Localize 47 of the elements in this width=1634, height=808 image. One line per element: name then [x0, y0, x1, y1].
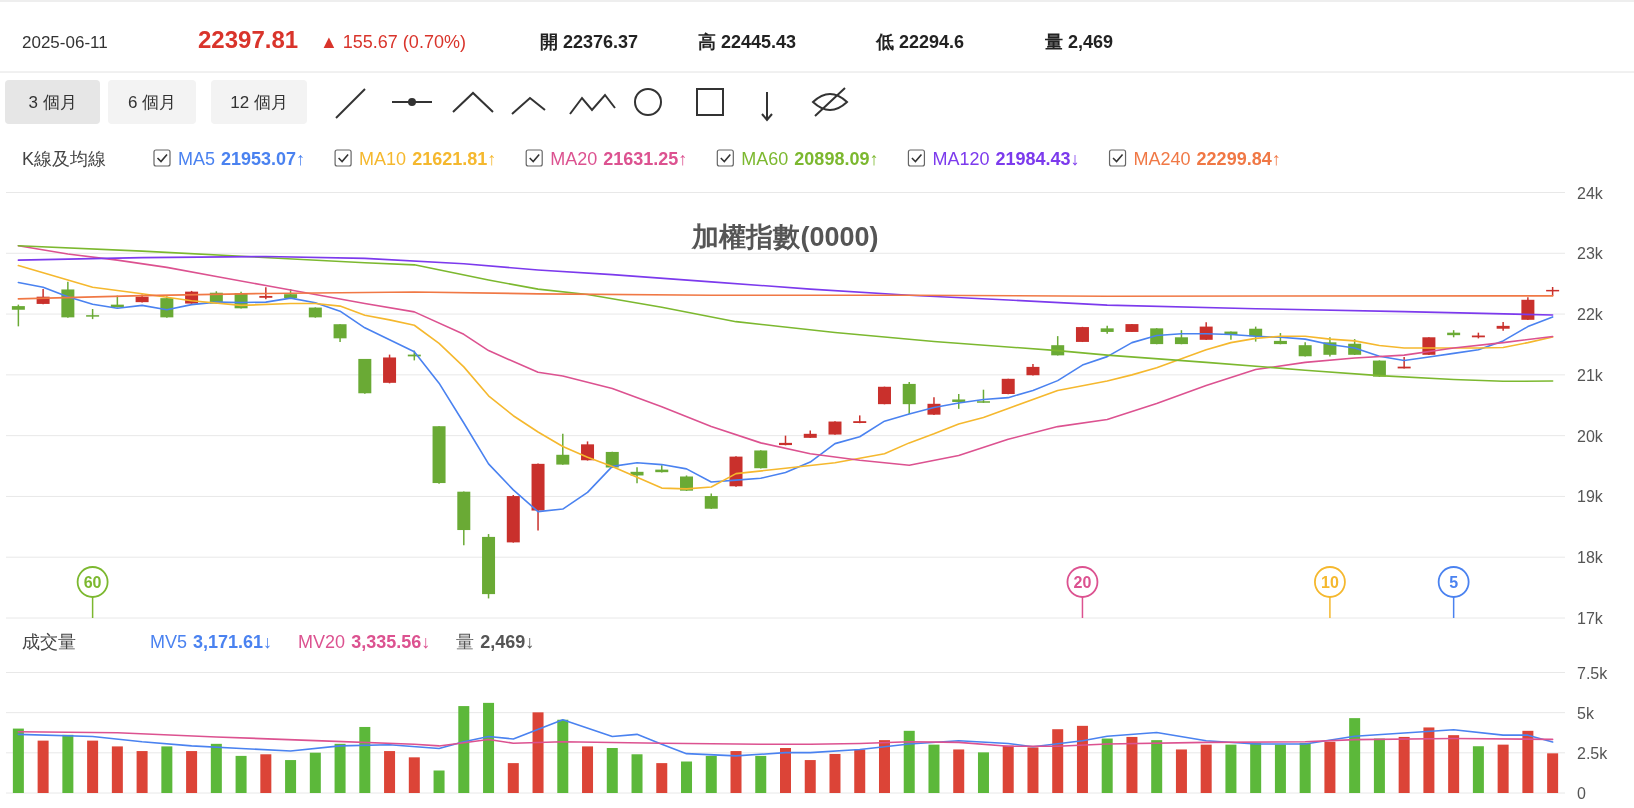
text: MA20: [550, 149, 598, 169]
text: 3,171.61↓: [193, 632, 273, 652]
text: MA240: [1133, 149, 1191, 169]
y-tick-label: 18k: [1577, 549, 1604, 567]
annotation: 60: [83, 574, 102, 591]
legend-title: K線及均線: [22, 149, 107, 169]
text: 20898.09↑: [794, 149, 879, 169]
text: MA5: [178, 149, 216, 169]
y-tick-label: 24k: [1577, 184, 1604, 202]
text: 3 個月: [28, 93, 77, 112]
text: MA10: [359, 149, 407, 169]
text: 開 22376.37: [540, 32, 639, 52]
text: 22299.84↑: [1196, 149, 1281, 169]
legend-title: 成交量: [22, 632, 76, 652]
text: MA60: [741, 149, 789, 169]
y-tick-label: 17k: [1577, 610, 1604, 627]
text: 加權指數(0000): [691, 222, 879, 252]
text: MV20: [298, 632, 346, 652]
text: 21953.07↑: [221, 149, 306, 169]
text: 22397.81: [198, 26, 299, 53]
annotation: 5: [1449, 574, 1459, 591]
y-tick-label: 0: [1577, 785, 1586, 802]
text: MV5: [150, 632, 188, 652]
text: 高 22445.43: [698, 32, 797, 52]
text: 3,335.56↓: [351, 632, 431, 652]
text: 21631.25↑: [603, 149, 688, 169]
text: 2,469↓: [480, 632, 535, 652]
annotation: 10: [1321, 574, 1339, 591]
text: 2025-06-11: [22, 33, 108, 52]
y-tick-label: 21k: [1577, 366, 1604, 384]
text: ▲ 155.67 (0.70%): [320, 32, 466, 52]
y-tick-label: 23k: [1577, 245, 1604, 263]
text: MA120: [932, 149, 990, 169]
y-tick-label: 19k: [1577, 488, 1604, 506]
y-tick-label: 22k: [1577, 306, 1604, 324]
text: 量: [456, 632, 475, 652]
text: 21984.43↓: [995, 149, 1080, 169]
y-tick-label: 5k: [1577, 704, 1595, 722]
text: 低 22294.6: [875, 32, 965, 52]
text: 21621.81↑: [412, 149, 497, 169]
y-tick-label: 7.5k: [1577, 664, 1609, 682]
annotation: 20: [1073, 574, 1092, 591]
y-tick-label: 20k: [1577, 427, 1604, 445]
text: 12 個月: [230, 93, 288, 112]
y-tick-label: 2.5k: [1577, 744, 1609, 762]
text: 6 個月: [127, 93, 177, 112]
text: 量 2,469: [1044, 32, 1114, 52]
